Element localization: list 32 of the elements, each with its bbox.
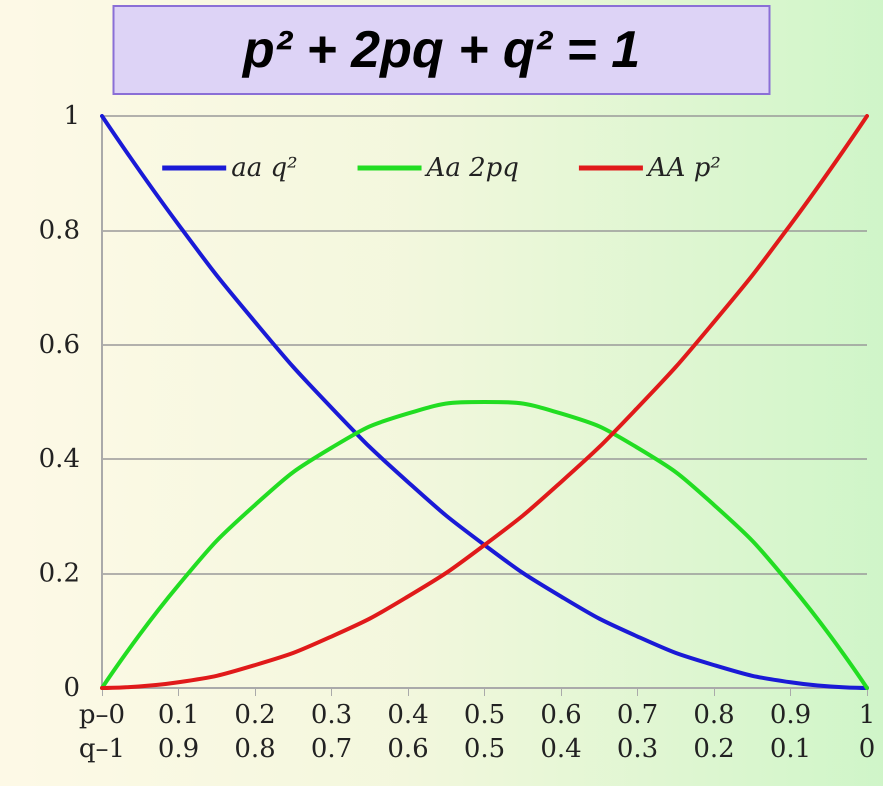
- y-tick-label: 0: [63, 673, 80, 703]
- y-tick-label: 0.6: [38, 330, 80, 360]
- legend-label: aa q²: [231, 153, 298, 183]
- x-tick-label: 0.9: [770, 700, 812, 730]
- y-tick-label: 0.2: [38, 558, 80, 589]
- x-tick-label: 0.4: [387, 700, 429, 730]
- x-tick-label: 0.8: [693, 700, 735, 730]
- x2-tick-label: q–1: [78, 734, 126, 764]
- x2-tick-label: 0.8: [234, 734, 276, 764]
- x-tick-label: 0.6: [540, 700, 582, 730]
- x2-tick-label: 0.1: [770, 734, 812, 764]
- x-tick-label: 0.2: [234, 700, 276, 730]
- x2-tick-label: 0.7: [310, 734, 352, 764]
- x-tick-label: 0.1: [158, 700, 200, 730]
- x2-tick-label: 0.3: [616, 734, 658, 764]
- y-tick-label: 0.4: [38, 444, 80, 474]
- legend-label: AA p²: [646, 153, 721, 183]
- x-tick-label: 0.7: [616, 700, 658, 730]
- x-tick-label: 0.5: [464, 700, 506, 730]
- x-tick-label: p–0: [78, 700, 126, 730]
- x-tick-label: 1: [858, 700, 876, 730]
- y-tick-label: 0.8: [38, 215, 80, 246]
- y-tick-label: 1: [63, 101, 80, 131]
- x2-tick-label: 0.9: [158, 734, 200, 764]
- x-tick-label: 0.3: [310, 700, 352, 730]
- x2-tick-label: 0.4: [540, 734, 582, 764]
- chart-title: p² + 2pq + q² = 1: [240, 21, 640, 79]
- x2-tick-label: 0.5: [464, 734, 506, 764]
- x2-tick-label: 0.2: [693, 734, 735, 764]
- x2-tick-label: 0: [858, 734, 876, 764]
- legend-label: Aa 2pq: [424, 153, 519, 183]
- x2-tick-label: 0.6: [387, 734, 429, 764]
